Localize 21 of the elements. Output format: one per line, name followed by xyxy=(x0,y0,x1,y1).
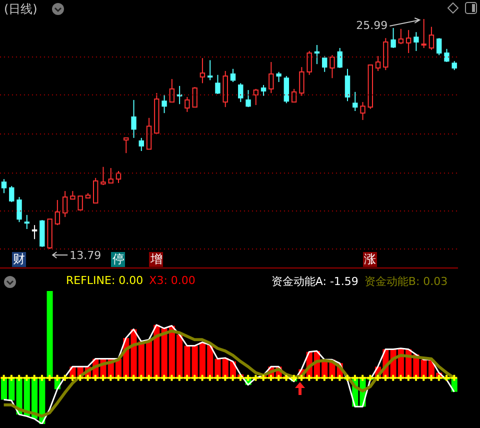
candlestick xyxy=(176,85,182,105)
candlestick xyxy=(314,44,320,65)
text: 资金动能B: 0.03 xyxy=(364,274,448,289)
candlestick xyxy=(299,66,304,96)
candlestick xyxy=(414,32,419,52)
candlestick xyxy=(32,224,38,240)
text: 停 xyxy=(111,252,126,267)
text: 财 xyxy=(12,252,26,267)
candlestick xyxy=(406,30,412,54)
candlestick xyxy=(222,70,228,108)
text: X3: 0.00 xyxy=(149,274,196,289)
text: 涨 xyxy=(363,252,378,267)
text: 资金动能A: -1.59 xyxy=(271,274,358,289)
text: 增 xyxy=(149,252,164,267)
candlestick xyxy=(131,99,136,138)
text: REFLINE: 0.00 xyxy=(66,274,144,289)
bar xyxy=(46,291,53,378)
chart-title: (日线) xyxy=(4,1,38,18)
candlestick xyxy=(24,214,30,230)
annotation: 13.79 xyxy=(70,249,102,262)
annotation: 25.99 xyxy=(356,19,388,32)
